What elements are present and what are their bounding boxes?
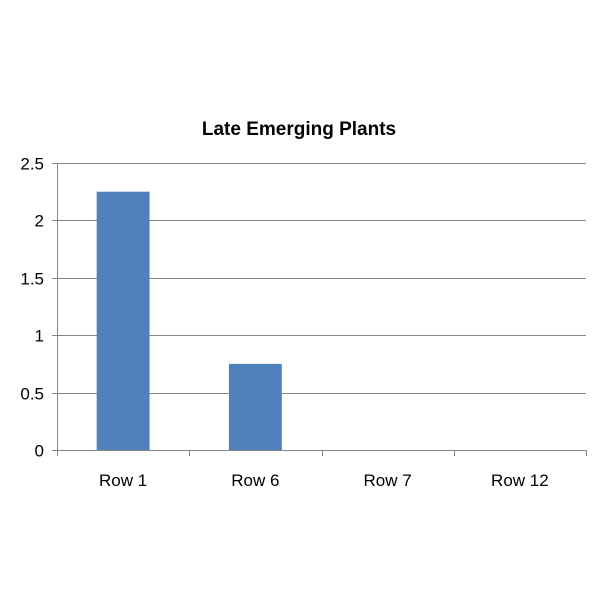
y-tick-label: 1 <box>35 327 44 346</box>
y-tick-label: 0 <box>35 442 44 461</box>
y-tick-label: 1.5 <box>20 270 44 289</box>
x-tick-label: Row 1 <box>99 471 147 490</box>
x-tick-label: Row 7 <box>364 471 412 490</box>
bars <box>96 191 282 450</box>
y-tick-label: 2.5 <box>20 155 44 174</box>
x-axis-ticks: Row 1 Row 6 Row 7 Row 12 <box>99 471 549 490</box>
y-tick-label: 2 <box>35 212 44 231</box>
chart-title: Late Emerging Plants <box>202 119 396 140</box>
bar <box>228 363 282 450</box>
x-tick-label: Row 6 <box>231 471 279 490</box>
x-tick-label: Row 12 <box>491 471 549 490</box>
axes <box>52 163 587 456</box>
y-tick-label: 0.5 <box>20 385 44 404</box>
bar <box>96 191 150 450</box>
y-axis-ticks: 0 0.5 1 1.5 2 2.5 <box>20 155 44 461</box>
